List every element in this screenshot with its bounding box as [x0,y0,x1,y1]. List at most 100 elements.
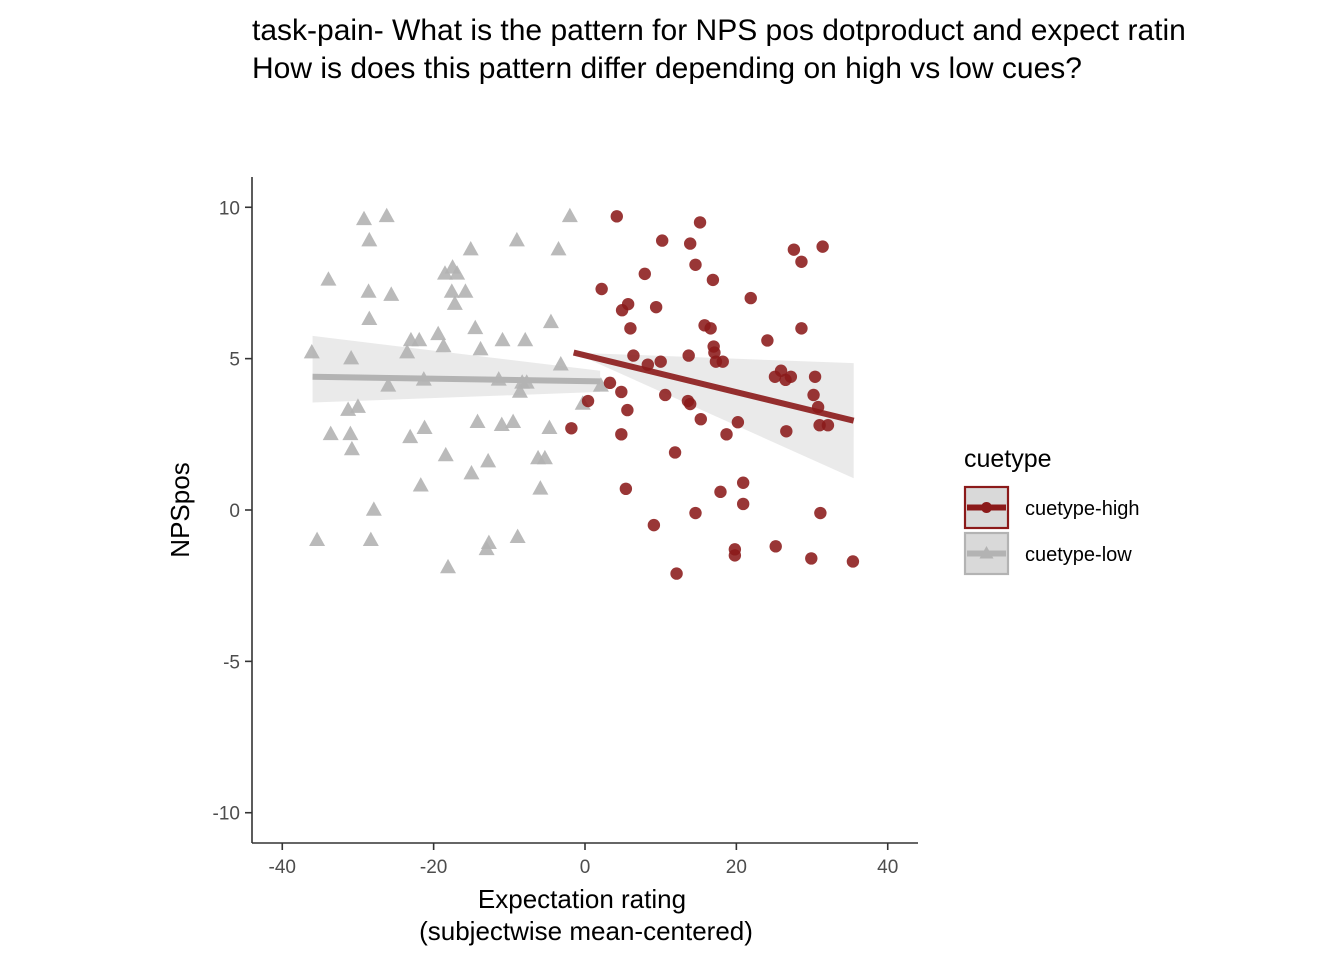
x-tick-label: 20 [726,857,747,878]
legend: cuetype cuetype-high cuetype-low [963,445,1140,576]
cuetype-low-point [443,283,460,298]
cuetype-low-point [349,398,366,413]
cuetype-high-point [595,282,608,296]
y-tick-label: 0 [229,501,240,522]
cuetype-high-point [624,322,637,335]
cuetype-high-point [704,322,717,335]
cuetype-high-point [728,549,742,562]
cuetype-high-point [694,412,707,426]
cuetype-low-point [561,207,578,223]
cuetype-high-point [615,304,629,317]
cuetype-low-point [436,265,453,280]
cuetype-high-point [780,425,793,438]
cuetype-low-point [361,310,378,326]
cuetype-high-point [716,355,729,368]
cuetype-low-point [343,440,360,456]
cuetype-high-point [736,497,750,511]
y-axis-ticks: -10 -5 0 5 10 [213,198,252,825]
cuetype-low-point [511,383,528,398]
cuetype-low-point [356,210,373,226]
cuetype-high-point [610,210,623,223]
cuetype-high-point [655,234,669,247]
cuetype-high-point [668,446,682,459]
cuetype-low-point [378,207,395,223]
cuetype-low-point [340,401,357,416]
cuetype-high-point [744,291,757,305]
cuetype-low-point [592,377,609,392]
cuetype-low-point [362,531,379,547]
cuetype-low-point [309,531,326,547]
cuetype-low-point [360,283,377,298]
cuetype-high-point [682,349,695,362]
chart-title: task-pain- What is the pattern for NPS p… [252,14,1186,85]
cuetype-high-point [736,476,750,489]
cuetype-low-point [457,283,474,298]
cuetype-high-point [627,349,640,362]
cuetype-low-point [505,413,522,428]
cuetype-high-point [787,243,801,256]
cuetype-high-point [615,428,628,441]
cuetype-high-point [659,388,672,402]
x-axis-title-line-2: (subjectwise mean-centered) [419,916,753,946]
legend-title: cuetype [964,445,1052,473]
cuetype-low-point [552,356,569,371]
cuetype-high-point [769,540,782,553]
cuetype-high-point [619,482,633,496]
chart-title-line-1: task-pain- What is the pattern for NPS p… [252,14,1186,47]
cuetype-high-point [603,376,617,390]
legend-label-cuetype-low: cuetype-low [1025,544,1132,566]
cuetype-low-point [446,295,463,310]
cuetype-low-point [411,331,428,347]
cuetype-high-point [714,485,727,499]
cuetype-low-point [320,271,337,286]
cuetype-low-point [412,477,429,492]
cuetype-low-point [480,452,497,468]
cuetype-low-point [542,313,559,329]
y-axis-title: NPSpos [165,462,195,557]
cuetype-low-point [509,528,526,544]
cuetype-low-point [494,331,511,347]
cuetype-high-point [654,355,667,368]
cuetype-low-point [541,419,558,435]
legend-key-marker-cuetype-high [981,502,992,513]
data-points [303,207,860,580]
x-tick-label: 40 [877,857,898,878]
cuetype-high-point [689,506,702,520]
cuetype-low-point [383,286,400,301]
cuetype-high-point [638,267,651,281]
cuetype-low-point [463,465,480,480]
cuetype-low-point [472,340,489,356]
legend-keys: cuetype-high cuetype-low [963,485,1140,576]
cuetype-low-point [478,540,495,556]
cuetype-high-point [683,237,697,250]
y-tick-label: 10 [219,198,240,219]
cuetype-high-point [689,258,702,271]
cuetype-high-point [670,567,683,580]
cuetype-high-point [565,422,578,435]
fit-lines [312,349,855,424]
cuetype-low-point [416,419,433,435]
cuetype-low-point [467,319,484,335]
cuetype-high-point [816,240,829,253]
cuetype-high-point [683,397,697,411]
cuetype-high-point [795,255,808,268]
legend-item-cuetype-high: cuetype-high [963,485,1140,530]
cuetype-high-point [808,370,822,383]
cuetype-low-point [440,558,457,574]
cuetype-low-point [380,377,397,392]
cuetype-low-point [449,265,466,280]
cuetype-high-point [720,428,733,441]
cuetype-high-point [649,300,663,314]
cuetype-low-point [550,241,567,256]
cuetype-low-point [536,449,553,465]
cuetype-high-point [581,394,595,408]
cuetype-low-point [402,428,419,444]
cuetype-low-point [322,425,339,441]
cuetype-high-point [768,370,782,383]
x-tick-label: -20 [420,857,447,878]
cuetype-low-point [435,337,452,353]
cuetype-high-confidence-band [573,352,854,479]
cuetype-low-point [508,231,525,247]
cuetype-low-point [462,241,479,256]
